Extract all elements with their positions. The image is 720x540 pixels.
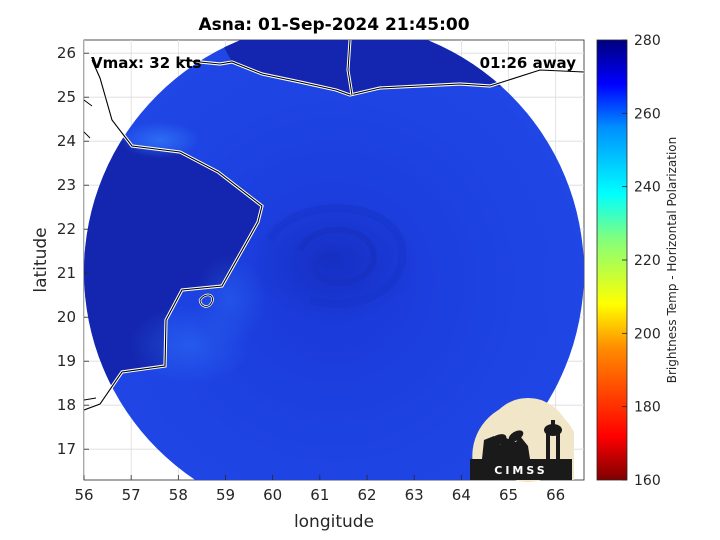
y-tick-label: 24 <box>57 132 76 150</box>
coastlines <box>84 40 584 412</box>
vmax-label: Vmax: 32 kts <box>91 54 201 72</box>
colorbar-label: Brightness Temp - Horizontal Polarizatio… <box>665 137 679 384</box>
land-region-west <box>84 40 262 410</box>
colorbar-tick-label: 200 <box>634 326 661 342</box>
x-tick-label: 65 <box>499 486 518 504</box>
colorbar-ticks: 160 180 200 220 240 260 280 <box>622 33 661 489</box>
y-tick-label: 22 <box>57 220 76 238</box>
x-tick-label: 63 <box>405 486 424 504</box>
x-tick-label: 59 <box>216 486 235 504</box>
colorbar-tick-label: 260 <box>634 106 661 122</box>
y-tick-label: 17 <box>57 440 76 458</box>
y-tick-label: 20 <box>57 308 76 326</box>
y-tick-label: 21 <box>57 264 76 282</box>
x-tick-label: 60 <box>263 486 282 504</box>
y-tick-label: 26 <box>57 44 76 62</box>
colorbar-tick-label: 240 <box>634 180 661 196</box>
y-axis-label: latitude <box>31 227 51 292</box>
y-tick-label: 18 <box>57 396 76 414</box>
colorbar-tick-label: 280 <box>634 33 661 49</box>
x-tick-label: 66 <box>546 486 565 504</box>
colorbar-tick-label: 160 <box>634 473 661 489</box>
cimss-logo-text: CIMSS <box>494 464 547 477</box>
x-tick-label: 58 <box>169 486 188 504</box>
x-tick-label: 61 <box>310 486 329 504</box>
y-axis-ticks: 17 18 19 20 21 22 23 24 25 26 <box>57 44 89 458</box>
x-tick-label: 56 <box>74 486 93 504</box>
x-tick-label: 62 <box>357 486 376 504</box>
x-axis-ticks: 56 57 58 59 60 61 62 63 64 65 66 <box>74 475 565 504</box>
chart-title: Asna: 01-Sep-2024 21:45:00 <box>198 15 469 35</box>
colorbar-tick-label: 180 <box>634 400 661 416</box>
x-axis-label: longitude <box>294 512 374 532</box>
x-tick-label: 64 <box>452 486 471 504</box>
y-tick-label: 19 <box>57 352 76 370</box>
colorbar-tick-label: 220 <box>634 253 661 269</box>
y-tick-label: 23 <box>57 176 76 194</box>
time-away-label: 01:26 away <box>480 54 577 72</box>
y-tick-label: 25 <box>57 88 76 106</box>
cimss-logo: CIMSS <box>470 398 574 482</box>
microwave-swath <box>84 40 584 480</box>
x-tick-label: 57 <box>122 486 141 504</box>
